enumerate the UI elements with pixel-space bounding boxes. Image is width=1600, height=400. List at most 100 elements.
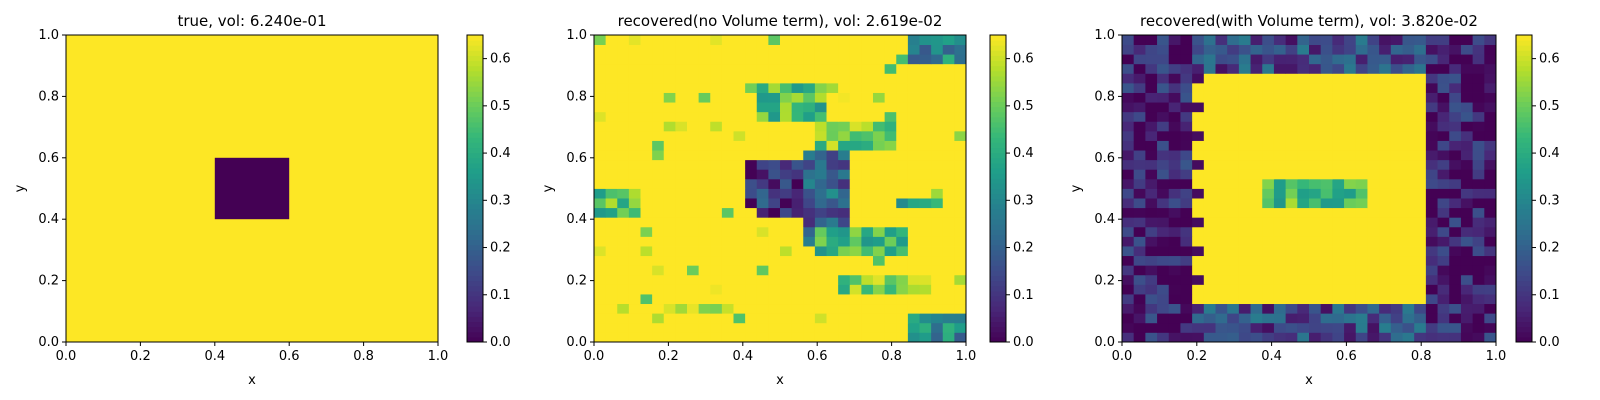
heatmap-cell bbox=[1449, 322, 1462, 333]
heatmap-cell bbox=[1145, 54, 1158, 65]
heatmap-cell bbox=[640, 111, 653, 122]
heatmap-cell bbox=[1180, 169, 1193, 180]
heatmap-cell bbox=[1157, 246, 1170, 257]
heatmap-cell bbox=[698, 255, 711, 266]
heatmap-cell bbox=[1285, 332, 1298, 343]
heatmap-cell bbox=[838, 92, 851, 103]
heatmap-cell bbox=[861, 265, 874, 276]
heatmap-cell bbox=[907, 159, 920, 170]
heatmap-cell bbox=[954, 265, 967, 276]
heatmap-cell bbox=[826, 198, 839, 209]
heatmap-cell bbox=[861, 63, 874, 74]
heatmap-cell bbox=[663, 140, 676, 151]
heatmap-cell bbox=[1309, 140, 1322, 151]
heatmap-cell bbox=[710, 111, 723, 122]
heatmap-cell bbox=[1355, 63, 1368, 74]
heatmap-cell bbox=[1472, 303, 1485, 314]
heatmap-cell bbox=[1472, 236, 1485, 247]
heatmap-cell bbox=[1273, 102, 1287, 113]
heatmap-cell bbox=[1203, 150, 1216, 161]
heatmap-cell bbox=[907, 303, 920, 314]
heatmap-cell bbox=[1309, 92, 1322, 103]
heatmap-cell bbox=[1414, 284, 1427, 295]
heatmap-cell bbox=[931, 226, 944, 237]
heatmap-cell bbox=[1414, 102, 1427, 113]
heatmap-cell bbox=[1309, 63, 1322, 74]
colorbar-swatch bbox=[1516, 239, 1532, 246]
colorbar-swatch bbox=[990, 331, 1006, 338]
heatmap-cell bbox=[756, 294, 769, 305]
heatmap-cell bbox=[1367, 63, 1380, 74]
heatmap-cell bbox=[931, 35, 944, 45]
heatmap-cell bbox=[1297, 313, 1310, 324]
heatmap-cell bbox=[896, 35, 909, 45]
heatmap-cell bbox=[675, 217, 688, 228]
heatmap-cell bbox=[663, 169, 676, 180]
heatmap-cell bbox=[791, 121, 804, 132]
heatmap-cell bbox=[1390, 178, 1403, 189]
heatmap-cell bbox=[919, 188, 932, 199]
y-tick-label: 0.2 bbox=[566, 274, 587, 289]
heatmap-cell bbox=[652, 303, 665, 314]
heatmap-cell bbox=[814, 92, 827, 103]
heatmap-cell bbox=[1122, 294, 1135, 305]
heatmap-cell bbox=[791, 54, 804, 65]
heatmap-cell bbox=[1250, 265, 1263, 276]
colorbar-swatch bbox=[990, 40, 1006, 46]
heatmap-cell bbox=[1262, 265, 1275, 276]
heatmap-cell bbox=[942, 332, 955, 343]
heatmap-cell bbox=[814, 236, 827, 247]
heatmap-cell bbox=[1425, 207, 1438, 218]
heatmap-cell bbox=[594, 130, 607, 141]
heatmap-cell bbox=[1250, 313, 1263, 324]
heatmap-cell bbox=[1285, 159, 1298, 170]
heatmap-cell bbox=[745, 130, 758, 141]
heatmap-cell bbox=[1332, 255, 1345, 266]
heatmap-cell bbox=[1472, 121, 1485, 132]
heatmap-cell bbox=[733, 63, 746, 74]
heatmap-cell bbox=[1285, 226, 1298, 237]
colorbar-swatch bbox=[1516, 162, 1532, 169]
heatmap-cell bbox=[663, 63, 676, 74]
colorbar-swatch bbox=[990, 162, 1006, 169]
heatmap-cell bbox=[907, 111, 920, 122]
heatmap-cell bbox=[594, 188, 607, 199]
heatmap-cell bbox=[733, 92, 746, 103]
heatmap-cell bbox=[1472, 111, 1485, 122]
colorbar-swatch bbox=[990, 301, 1006, 307]
heatmap-cell bbox=[1367, 140, 1380, 151]
heatmap-cell bbox=[1379, 198, 1392, 209]
colorbar-swatch bbox=[990, 306, 1006, 312]
heatmap-cell bbox=[826, 150, 839, 161]
heatmap-cell bbox=[954, 313, 967, 324]
heatmap-cell bbox=[1425, 274, 1438, 285]
heatmap-cell bbox=[1133, 198, 1146, 209]
heatmap-cell bbox=[954, 198, 967, 209]
colorbar-swatch bbox=[1516, 336, 1532, 343]
heatmap-cell bbox=[745, 332, 758, 343]
heatmap-cell bbox=[907, 313, 920, 324]
heatmap-cell bbox=[652, 284, 665, 295]
heatmap-cell bbox=[1203, 178, 1216, 189]
heatmap-cell bbox=[675, 322, 688, 333]
heatmap-cell bbox=[1203, 140, 1216, 151]
heatmap-cell bbox=[640, 265, 653, 276]
heatmap-cell bbox=[919, 111, 932, 122]
heatmap-cell bbox=[733, 111, 746, 122]
heatmap-cell bbox=[768, 63, 781, 74]
heatmap-cell bbox=[594, 332, 607, 343]
heatmap-cell bbox=[873, 313, 886, 324]
heatmap-cell bbox=[942, 246, 955, 257]
heatmap-cell bbox=[1250, 44, 1263, 55]
heatmap-cell bbox=[1238, 322, 1251, 333]
heatmap-cell bbox=[628, 130, 641, 141]
heatmap-cell bbox=[1157, 332, 1170, 343]
heatmap-cell bbox=[849, 217, 862, 228]
heatmap-cell bbox=[687, 246, 700, 257]
heatmap-cell bbox=[687, 54, 700, 65]
heatmap-cell bbox=[1297, 236, 1310, 247]
heatmap-cell bbox=[803, 35, 816, 45]
heatmap-cell bbox=[1472, 255, 1485, 266]
heatmap-cell bbox=[838, 322, 851, 333]
heatmap-cell bbox=[1332, 111, 1345, 122]
